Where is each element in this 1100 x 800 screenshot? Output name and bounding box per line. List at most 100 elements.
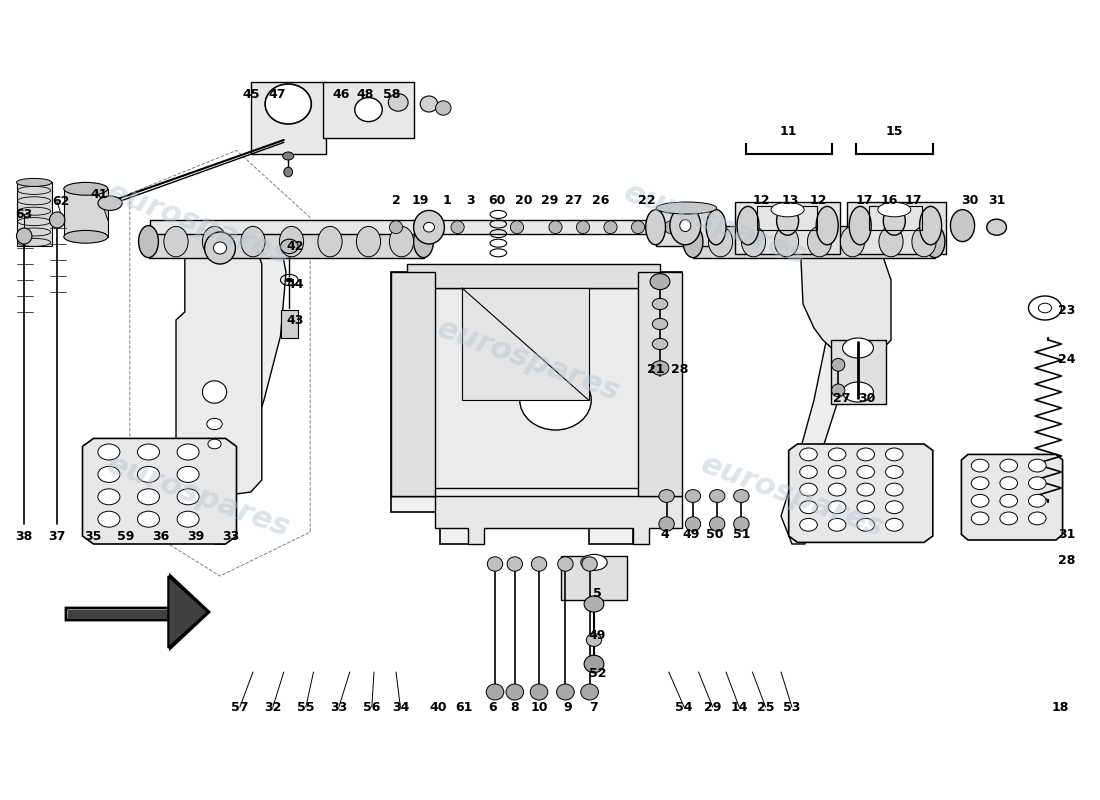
Ellipse shape	[857, 483, 874, 496]
Text: 61: 61	[455, 701, 473, 714]
Ellipse shape	[451, 221, 464, 234]
Text: 13: 13	[781, 194, 799, 206]
Ellipse shape	[576, 221, 590, 234]
Ellipse shape	[318, 226, 342, 257]
Text: 17: 17	[904, 194, 922, 206]
Ellipse shape	[1028, 477, 1046, 490]
Ellipse shape	[912, 226, 936, 257]
Ellipse shape	[1028, 512, 1046, 525]
Ellipse shape	[530, 684, 548, 700]
Ellipse shape	[1028, 459, 1046, 472]
Ellipse shape	[879, 226, 903, 257]
Bar	[16, 182, 52, 246]
Ellipse shape	[857, 501, 874, 514]
Text: 3: 3	[466, 194, 475, 206]
Ellipse shape	[581, 684, 598, 700]
Text: 24: 24	[1058, 354, 1076, 366]
Text: 8: 8	[510, 701, 519, 714]
Ellipse shape	[531, 557, 547, 571]
Ellipse shape	[207, 418, 222, 430]
Polygon shape	[204, 232, 286, 544]
Ellipse shape	[828, 448, 846, 461]
Text: 10: 10	[530, 701, 548, 714]
Text: 5: 5	[593, 587, 602, 600]
Text: eurospares: eurospares	[102, 450, 294, 542]
Ellipse shape	[420, 96, 438, 112]
Ellipse shape	[680, 219, 691, 232]
Text: 56: 56	[363, 701, 381, 714]
Ellipse shape	[800, 518, 817, 531]
Polygon shape	[66, 576, 209, 648]
Text: 36: 36	[152, 530, 169, 542]
Text: 41: 41	[90, 188, 108, 201]
Text: 26: 26	[592, 194, 609, 206]
Ellipse shape	[581, 554, 607, 570]
Ellipse shape	[774, 226, 799, 257]
Ellipse shape	[558, 557, 573, 571]
Ellipse shape	[807, 226, 832, 257]
Ellipse shape	[659, 490, 674, 502]
Ellipse shape	[710, 517, 725, 531]
Ellipse shape	[1028, 494, 1046, 507]
Ellipse shape	[800, 501, 817, 514]
Ellipse shape	[685, 490, 701, 502]
Ellipse shape	[664, 221, 678, 234]
Ellipse shape	[280, 239, 298, 254]
Ellipse shape	[987, 219, 1007, 235]
Text: 52: 52	[588, 667, 606, 680]
Text: 9: 9	[563, 701, 572, 714]
Ellipse shape	[16, 178, 52, 186]
Polygon shape	[390, 272, 682, 544]
Ellipse shape	[883, 206, 905, 235]
Bar	[150, 220, 678, 234]
Ellipse shape	[202, 381, 227, 403]
Ellipse shape	[971, 459, 989, 472]
Ellipse shape	[706, 210, 726, 245]
Text: 22: 22	[638, 194, 656, 206]
Ellipse shape	[507, 557, 522, 571]
Polygon shape	[68, 610, 168, 618]
Ellipse shape	[656, 202, 717, 214]
Ellipse shape	[950, 210, 975, 242]
Bar	[407, 288, 660, 488]
Bar	[148, 226, 424, 258]
Ellipse shape	[886, 448, 903, 461]
Ellipse shape	[886, 518, 903, 531]
Ellipse shape	[177, 466, 199, 482]
Ellipse shape	[241, 226, 265, 257]
Text: 21: 21	[647, 363, 664, 376]
Text: 16: 16	[880, 194, 898, 206]
Ellipse shape	[1000, 512, 1018, 525]
Text: 30: 30	[961, 194, 979, 206]
Bar	[830, 340, 886, 404]
Ellipse shape	[777, 206, 799, 235]
Text: 47: 47	[268, 88, 286, 101]
Text: 58: 58	[383, 88, 400, 101]
Ellipse shape	[138, 489, 160, 505]
Text: 14: 14	[730, 701, 748, 714]
Bar	[280, 310, 298, 338]
Text: 48: 48	[356, 88, 374, 101]
Ellipse shape	[205, 232, 235, 264]
Ellipse shape	[98, 466, 120, 482]
Ellipse shape	[604, 221, 617, 234]
Ellipse shape	[50, 212, 65, 228]
Text: 29: 29	[541, 194, 559, 206]
Ellipse shape	[389, 221, 403, 234]
Ellipse shape	[800, 466, 817, 478]
Ellipse shape	[843, 338, 873, 358]
Ellipse shape	[971, 494, 989, 507]
Ellipse shape	[771, 202, 804, 217]
Text: 33: 33	[222, 530, 240, 542]
Text: 35: 35	[84, 530, 101, 542]
Ellipse shape	[857, 448, 874, 461]
Text: 4: 4	[660, 528, 669, 541]
Text: 23: 23	[1058, 304, 1076, 317]
Ellipse shape	[584, 596, 604, 612]
Text: 49: 49	[682, 528, 700, 541]
Ellipse shape	[816, 206, 838, 245]
Text: 50: 50	[706, 528, 724, 541]
Ellipse shape	[98, 196, 122, 210]
Ellipse shape	[857, 466, 874, 478]
Ellipse shape	[886, 466, 903, 478]
